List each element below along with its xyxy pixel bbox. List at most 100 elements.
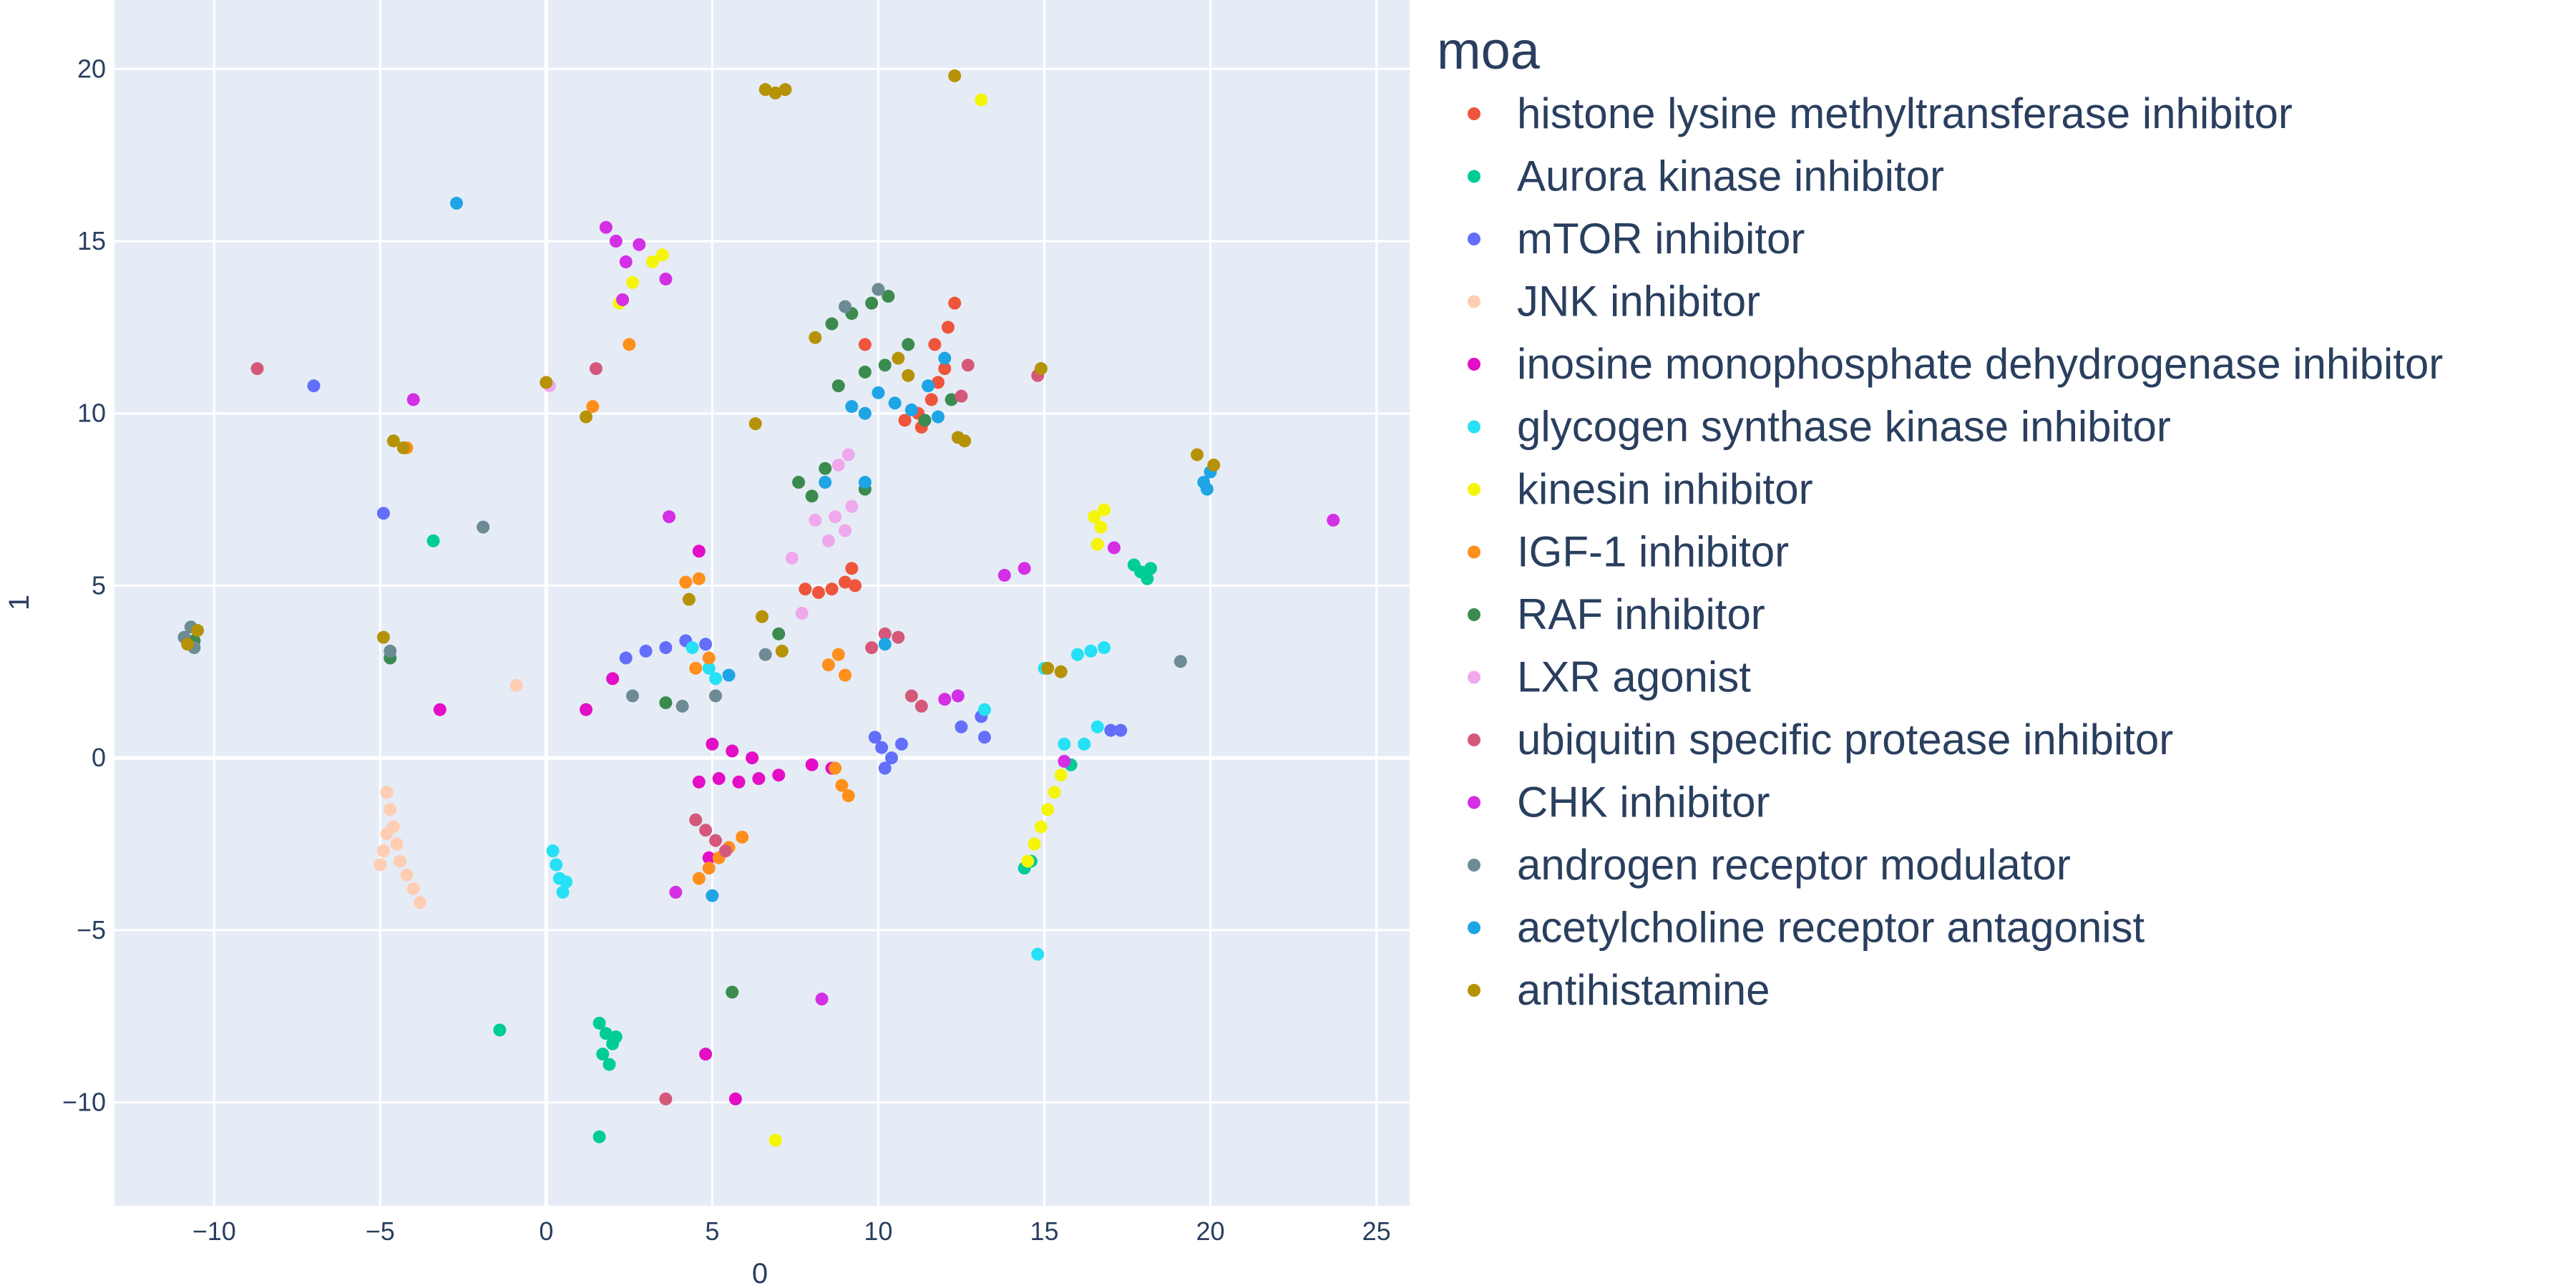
legend-item[interactable]: antihistamine	[1468, 966, 1770, 1014]
data-point	[1327, 513, 1340, 527]
data-point	[858, 338, 872, 351]
series-points	[613, 93, 1111, 1147]
legend-label: glycogen synthase kinase inhibitor	[1517, 403, 2171, 451]
data-point	[958, 434, 972, 448]
data-point	[384, 644, 397, 658]
data-point	[580, 410, 593, 424]
data-point	[894, 737, 908, 751]
data-point	[931, 410, 945, 424]
data-point	[659, 641, 673, 655]
data-point	[961, 358, 975, 372]
legend-label: antihistamine	[1517, 966, 1770, 1014]
data-point	[1084, 644, 1098, 658]
legend-marker	[1468, 608, 1480, 621]
data-point	[699, 638, 713, 651]
data-point	[619, 651, 633, 665]
x-tick-label: −5	[366, 1216, 395, 1246]
data-point	[878, 761, 892, 775]
plot-background	[114, 0, 1410, 1206]
data-point	[1098, 503, 1111, 517]
series-points	[307, 379, 1128, 775]
legend-item[interactable]: glycogen synthase kinase inhibitor	[1468, 403, 2171, 451]
data-point	[839, 668, 852, 682]
legend-item[interactable]: acetylcholine receptor antagonist	[1468, 904, 2145, 952]
data-point	[619, 255, 633, 268]
data-point	[1200, 482, 1214, 496]
legend-label: kinesin inhibitor	[1517, 465, 1813, 513]
data-point	[841, 448, 855, 462]
legend-title: moa	[1437, 21, 1541, 80]
data-point	[1058, 754, 1071, 768]
data-point	[1034, 820, 1048, 834]
data-point	[872, 283, 885, 296]
x-tick-label: 5	[705, 1216, 719, 1246]
data-point	[831, 648, 845, 661]
data-point	[1104, 723, 1118, 737]
data-point	[904, 689, 918, 703]
data-point	[669, 885, 683, 899]
data-point	[865, 641, 879, 655]
data-point	[380, 786, 394, 799]
legend-item[interactable]: Aurora kinase inhibitor	[1468, 152, 1944, 200]
legend-marker	[1468, 295, 1480, 308]
data-point	[955, 389, 968, 403]
data-point	[626, 275, 639, 289]
legend-item[interactable]: mTOR inhibitor	[1468, 215, 1805, 263]
data-point	[386, 434, 400, 448]
data-point	[845, 400, 859, 414]
data-point	[400, 868, 414, 882]
data-point	[841, 789, 855, 803]
data-point	[689, 661, 703, 675]
data-point	[675, 699, 689, 713]
data-point	[718, 844, 732, 858]
data-point	[702, 651, 716, 665]
legend-item[interactable]: kinesin inhibitor	[1468, 465, 1813, 513]
data-point	[892, 630, 905, 644]
legend-item[interactable]: IGF-1 inhibitor	[1468, 528, 1789, 576]
data-point	[825, 582, 839, 596]
data-point	[902, 369, 915, 382]
data-point	[756, 610, 769, 623]
data-point	[885, 751, 898, 765]
data-point	[1107, 541, 1121, 555]
x-tick-label: 25	[1362, 1216, 1391, 1246]
data-point	[1088, 510, 1101, 524]
data-point	[839, 300, 852, 313]
data-point	[592, 1016, 606, 1030]
data-point	[623, 338, 636, 351]
data-point	[1048, 786, 1061, 799]
legend-item[interactable]: LXR agonist	[1468, 653, 1751, 701]
data-point	[659, 272, 673, 286]
series-points	[374, 679, 523, 909]
legend-item[interactable]: ubiquitin specific protease inhibitor	[1468, 716, 2173, 763]
data-point	[1078, 737, 1091, 751]
data-point	[1091, 537, 1104, 551]
x-tick-label: 0	[539, 1216, 553, 1246]
data-point	[821, 658, 835, 672]
data-point	[779, 83, 792, 97]
legend-item[interactable]: RAF inhibitor	[1468, 590, 1765, 638]
data-point	[888, 396, 902, 410]
data-point	[805, 758, 819, 771]
data-point	[839, 575, 852, 589]
data-point	[692, 872, 706, 885]
legend-item[interactable]: CHK inhibitor	[1468, 779, 1770, 826]
series-points	[546, 641, 1111, 961]
legend-item[interactable]: histone lysine methyltransferase inhibit…	[1468, 89, 2293, 137]
data-point	[748, 417, 762, 431]
data-point	[426, 534, 440, 547]
data-point	[413, 896, 426, 909]
legend-item[interactable]: inosine monophosphate dehydrogenase inhi…	[1468, 340, 2443, 388]
data-point	[858, 476, 872, 489]
data-point	[831, 458, 845, 472]
data-point	[928, 338, 942, 351]
data-point	[1144, 562, 1157, 575]
data-point	[722, 668, 736, 682]
data-point	[938, 351, 952, 365]
legend: moa histone lysine methyltransferase inh…	[1437, 21, 2443, 1014]
legend-item[interactable]: JNK inhibitor	[1468, 278, 1760, 326]
legend-label: RAF inhibitor	[1517, 590, 1765, 638]
data-point	[609, 235, 623, 248]
legend-label: JNK inhibitor	[1517, 278, 1760, 326]
legend-item[interactable]: androgen receptor modulator	[1468, 841, 2071, 889]
